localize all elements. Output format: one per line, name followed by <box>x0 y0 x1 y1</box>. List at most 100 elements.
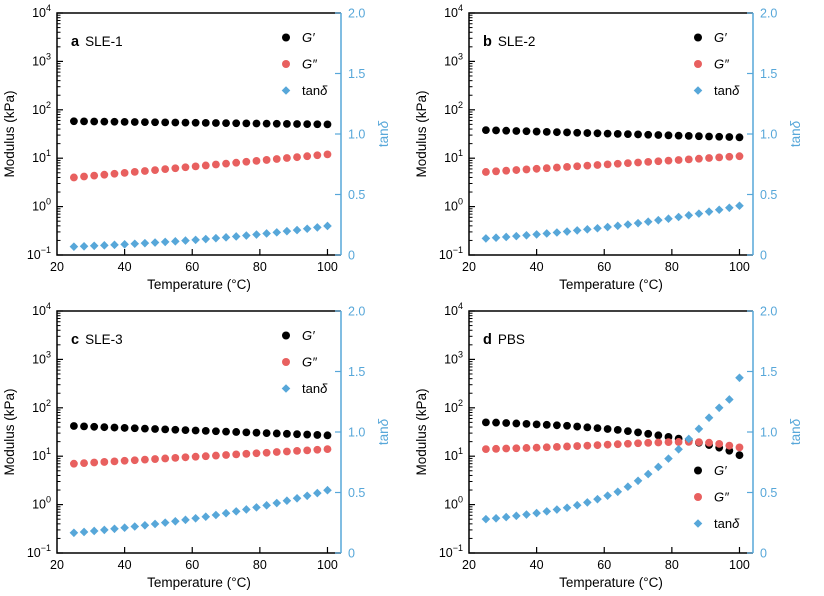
data-point <box>242 231 251 240</box>
data-point <box>492 444 500 453</box>
y-right-tick-label: 0 <box>760 547 767 561</box>
data-point <box>705 132 713 141</box>
data-point <box>532 164 541 173</box>
data-point <box>181 453 190 462</box>
data-point <box>644 130 653 139</box>
y-right-axis-title: tanδ <box>376 120 391 147</box>
y-right-tick-label: 1.0 <box>348 128 365 142</box>
data-point <box>242 157 251 166</box>
y-right-tick-label: 1.0 <box>760 426 777 440</box>
data-point <box>272 498 282 508</box>
y-left-tick-label: 102 <box>444 100 463 117</box>
data-point <box>272 228 282 237</box>
y-right-tick-label: 2.0 <box>348 7 365 21</box>
x-tick-label: 40 <box>530 260 544 274</box>
y-left-tick-label: 104 <box>444 301 463 318</box>
data-point <box>624 439 632 448</box>
data-point <box>695 154 703 163</box>
data-point <box>120 523 129 533</box>
data-point <box>79 241 89 251</box>
data-point <box>593 424 602 433</box>
data-point <box>704 413 714 423</box>
data-point <box>704 207 714 216</box>
data-point <box>735 373 744 383</box>
data-point <box>684 434 694 444</box>
data-point <box>613 159 622 168</box>
data-point <box>573 162 582 171</box>
data-point <box>171 453 180 462</box>
panel-label: b SLE-2 <box>483 34 535 50</box>
data-point <box>623 482 633 491</box>
data-point <box>492 167 500 176</box>
data-point <box>130 239 140 249</box>
data-point <box>262 229 271 238</box>
legend-label-g-prime: G′ <box>302 30 315 45</box>
data-point <box>191 426 200 435</box>
data-point <box>542 127 551 136</box>
data-point <box>715 132 724 141</box>
data-point <box>79 527 89 537</box>
legend-label-tan-delta: tanδ <box>302 83 328 98</box>
series-g-double-prime <box>70 150 332 182</box>
data-point <box>714 205 724 215</box>
data-point <box>120 240 129 249</box>
data-point <box>120 424 129 432</box>
data-point <box>171 425 180 434</box>
data-point <box>90 422 99 431</box>
data-point <box>262 448 271 457</box>
y-right-axis-title: tanδ <box>788 418 803 445</box>
chart-svg-a: 10−1 100 101 102 103 104 20 40 60 80 100 0 0.5 1.0 1.5… <box>2 3 391 292</box>
data-point <box>664 438 673 447</box>
data-point <box>161 165 170 174</box>
data-point <box>323 445 332 454</box>
data-point <box>161 118 170 127</box>
data-point <box>715 439 724 448</box>
data-point <box>313 151 322 160</box>
y-right-tick-label: 2.0 <box>348 305 365 319</box>
data-point <box>552 505 562 514</box>
data-point <box>171 118 180 127</box>
chart-panel-b-sle-2: 10−1 100 101 102 103 104 20 40 60 80 100 0 0.5 1.0 1.5… <box>412 0 824 298</box>
data-point <box>644 429 653 438</box>
data-point <box>222 119 230 128</box>
data-point <box>80 172 88 181</box>
data-point <box>705 154 713 162</box>
data-point <box>283 119 291 128</box>
data-point <box>232 158 241 167</box>
data-point <box>70 459 78 468</box>
data-point <box>161 425 170 434</box>
data-point <box>705 438 713 447</box>
data-point <box>212 119 220 127</box>
x-tick-label: 40 <box>118 260 132 274</box>
y-right-tick-label: 1.5 <box>348 365 365 379</box>
data-point <box>654 438 663 447</box>
data-point <box>313 445 322 454</box>
data-point <box>252 428 261 437</box>
data-point <box>643 469 653 479</box>
data-point <box>151 166 159 174</box>
data-point <box>141 118 149 127</box>
data-point <box>624 159 632 168</box>
data-point <box>634 158 642 167</box>
data-point <box>512 127 521 135</box>
data-point <box>674 438 683 446</box>
data-point <box>684 155 693 164</box>
y-left-tick-label: 10−1 <box>27 543 51 560</box>
data-point <box>492 418 500 427</box>
data-point <box>313 223 322 232</box>
data-point <box>553 128 561 137</box>
data-point <box>613 487 623 497</box>
data-point <box>572 226 582 235</box>
legend-label-g-double-prime: G″ <box>714 490 729 505</box>
legend-label-g-double-prime: G″ <box>302 355 317 370</box>
data-point <box>293 120 301 128</box>
y-left-tick-label: 10−1 <box>439 245 463 262</box>
series-g-double-prime <box>482 152 744 176</box>
data-point <box>161 454 170 463</box>
data-point <box>323 221 332 231</box>
data-point <box>293 446 301 455</box>
data-point <box>725 152 734 161</box>
data-point <box>120 456 129 465</box>
data-point <box>232 119 241 128</box>
data-point <box>120 168 129 177</box>
